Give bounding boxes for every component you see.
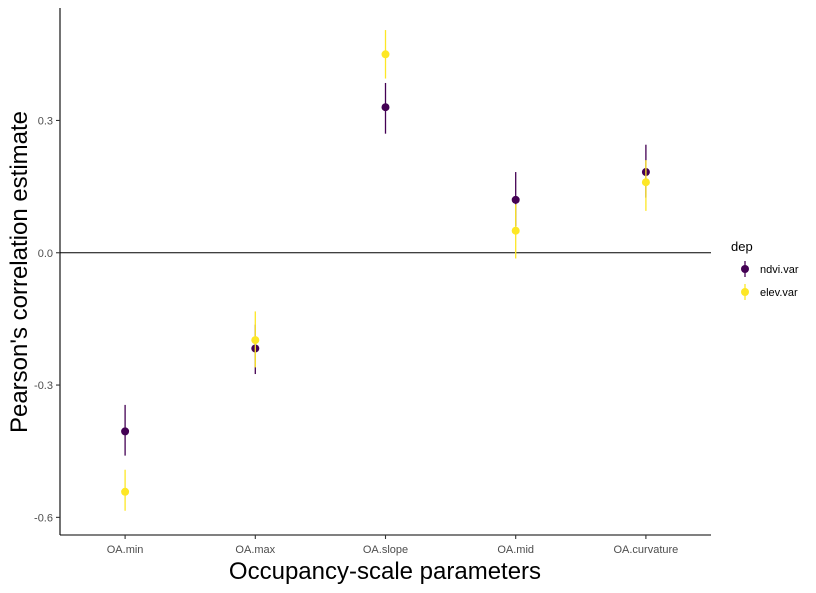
x-tick-label: OA.max <box>235 544 275 556</box>
legend-key-point <box>741 265 749 273</box>
data-point <box>511 195 520 204</box>
data-point <box>251 336 260 345</box>
legend-label: ndvi.var <box>760 264 799 276</box>
data-point <box>511 226 520 235</box>
axes: -0.6 -0.3 0.0 0.3 OA.min OA.max OA.slope OA.mid… <box>34 8 711 556</box>
y-axis-title: Pearson's correlation estimate <box>6 111 33 433</box>
legend-key-point <box>741 288 749 296</box>
y-tick-label: 0.0 <box>38 248 53 260</box>
x-tick-label: OA.mid <box>497 544 534 556</box>
series-elev-var <box>121 30 650 511</box>
x-axis-title: Occupancy-scale parameters <box>229 558 541 585</box>
legend-label: elev.var <box>760 287 798 299</box>
x-tick-label: OA.min <box>107 544 144 556</box>
x-tick-label: OA.slope <box>363 544 408 556</box>
y-tick-label: -0.3 <box>34 380 53 392</box>
data-point <box>641 178 650 187</box>
data-point <box>381 103 390 112</box>
x-tick-label: OA.curvature <box>613 544 678 556</box>
legend-title: dep <box>731 239 753 254</box>
plot-area <box>60 30 711 511</box>
data-point <box>121 427 130 436</box>
series-ndvi-var <box>121 82 650 456</box>
data-point <box>121 487 130 496</box>
data-point <box>381 50 390 59</box>
y-tick-label: -0.6 <box>34 512 53 524</box>
y-tick-label: 0.3 <box>38 115 53 127</box>
legend: dep ndvi.var elev.var <box>731 239 799 300</box>
